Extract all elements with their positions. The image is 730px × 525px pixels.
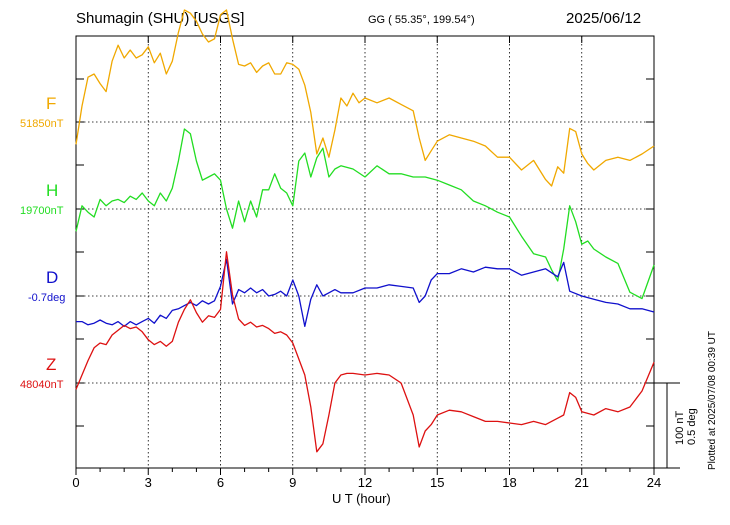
x-axis-label: U T (hour) (332, 491, 391, 506)
x-tick-label-9: 9 (289, 475, 296, 490)
plotted-timestamp: Plotted at 2025/07/08 00:39 UT (707, 331, 718, 470)
series-baseline-D: -0.7deg (28, 292, 66, 304)
x-tick-label-12: 12 (358, 475, 372, 490)
series-name-D: D (46, 268, 59, 287)
x-tick-label-0: 0 (72, 475, 79, 490)
scale-nt-label: 100 nT (674, 410, 686, 445)
station-title: Shumagin (SHU) [USGS] (76, 10, 245, 27)
series-baseline-Z: 48040nT (20, 379, 64, 391)
series-line-H (75, 128, 655, 300)
series-name-Z: Z (46, 355, 57, 374)
series-name-H: H (46, 181, 59, 200)
plot-date: 2025/06/12 (566, 10, 642, 27)
x-tick-label-18: 18 (502, 475, 516, 490)
series-line-Z (75, 251, 655, 453)
scale-deg-label: 0.5 deg (686, 408, 698, 445)
series-baseline-F: 51850nT (20, 118, 64, 130)
x-tick-label-24: 24 (647, 475, 661, 490)
series-line-F (75, 9, 655, 187)
x-tick-label-21: 21 (575, 475, 589, 490)
x-tick-label-15: 15 (430, 475, 444, 490)
x-tick-label-6: 6 (217, 475, 224, 490)
series-name-F: F (46, 94, 57, 113)
geographic-coordinates: GG ( 55.35°, 199.54°) (368, 14, 475, 26)
series-baseline-H: 19700nT (20, 205, 64, 217)
x-tick-label-3: 3 (145, 475, 152, 490)
series-line-D (76, 258, 655, 328)
